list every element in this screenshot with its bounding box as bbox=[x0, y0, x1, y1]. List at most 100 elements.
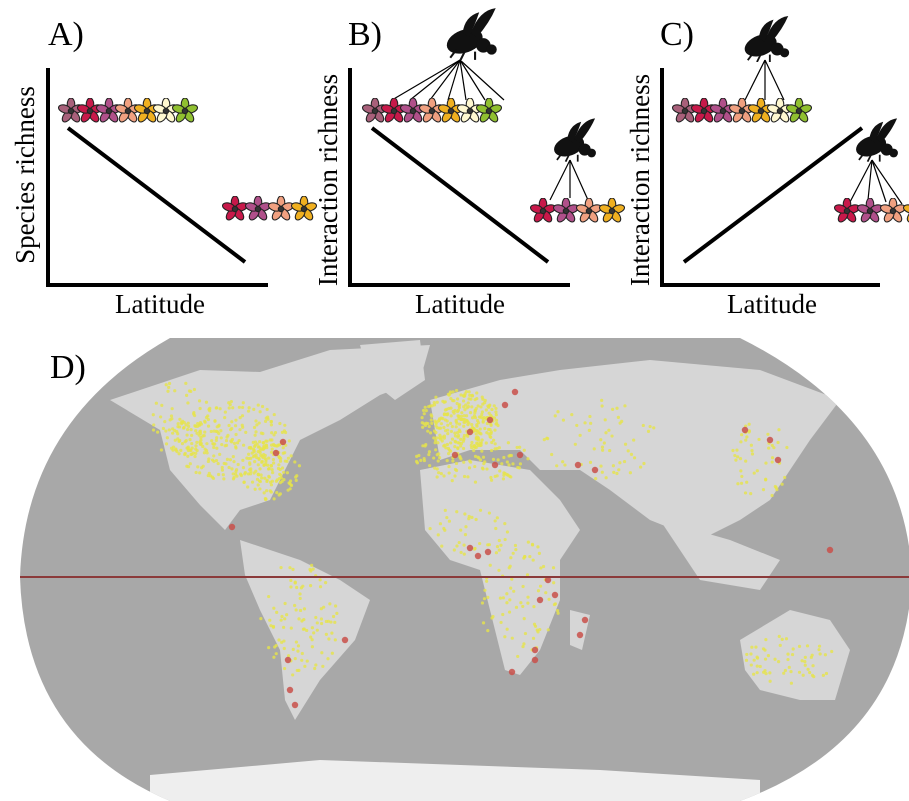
occurrence-dot bbox=[444, 509, 447, 512]
occurrence-dot bbox=[238, 428, 241, 431]
occurrence-dot bbox=[456, 431, 459, 434]
occurrence-dot bbox=[270, 451, 273, 454]
site-dot bbox=[742, 427, 748, 433]
occurrence-dot bbox=[226, 458, 229, 461]
occurrence-dot bbox=[601, 446, 604, 449]
occurrence-dot bbox=[463, 512, 466, 515]
occurrence-dot bbox=[271, 471, 274, 474]
site-dot bbox=[492, 462, 498, 468]
occurrence-dot bbox=[497, 569, 500, 572]
occurrence-dot bbox=[272, 458, 275, 461]
occurrence-dot bbox=[830, 650, 833, 653]
occurrence-dot bbox=[297, 617, 300, 620]
occurrence-dot bbox=[489, 564, 492, 567]
flower-icon bbox=[267, 196, 294, 222]
occurrence-dot bbox=[504, 538, 507, 541]
occurrence-dot bbox=[467, 421, 470, 424]
occurrence-dot bbox=[470, 444, 473, 447]
occurrence-dot bbox=[321, 665, 324, 668]
occurrence-dot bbox=[451, 425, 454, 428]
site-dot bbox=[512, 389, 518, 395]
occurrence-dot bbox=[450, 430, 453, 433]
occurrence-dot bbox=[600, 399, 603, 402]
occurrence-dot bbox=[259, 617, 262, 620]
occurrence-dot bbox=[435, 436, 438, 439]
flower-icon bbox=[598, 198, 625, 224]
occurrence-dot bbox=[482, 456, 485, 459]
occurrence-dot bbox=[777, 428, 780, 431]
occurrence-dot bbox=[316, 621, 319, 624]
occurrence-dot bbox=[211, 458, 214, 461]
occurrence-dot bbox=[320, 622, 323, 625]
panel-label: C) bbox=[660, 16, 694, 53]
occurrence-dot bbox=[217, 462, 220, 465]
occurrence-dot bbox=[439, 522, 442, 525]
occurrence-dot bbox=[239, 473, 242, 476]
occurrence-dot bbox=[266, 408, 269, 411]
occurrence-dot bbox=[481, 398, 484, 401]
occurrence-dot bbox=[319, 578, 322, 581]
occurrence-dot bbox=[498, 549, 501, 552]
occurrence-dot bbox=[243, 472, 246, 475]
occurrence-dot bbox=[177, 440, 180, 443]
occurrence-dot bbox=[281, 466, 284, 469]
occurrence-dot bbox=[255, 423, 258, 426]
occurrence-dot bbox=[328, 602, 331, 605]
occurrence-dot bbox=[599, 438, 602, 441]
occurrence-dot bbox=[788, 666, 791, 669]
occurrence-dot bbox=[423, 459, 426, 462]
occurrence-dot bbox=[185, 433, 188, 436]
occurrence-dot bbox=[521, 585, 524, 588]
occurrence-dot bbox=[537, 589, 540, 592]
occurrence-dot bbox=[217, 432, 220, 435]
occurrence-dot bbox=[615, 472, 618, 475]
occurrence-dot bbox=[766, 433, 769, 436]
occurrence-dot bbox=[262, 445, 265, 448]
occurrence-dot bbox=[300, 659, 303, 662]
occurrence-dot bbox=[479, 405, 482, 408]
occurrence-dot bbox=[496, 545, 499, 548]
occurrence-dot bbox=[311, 645, 314, 648]
occurrence-dot bbox=[196, 465, 199, 468]
occurrence-dot bbox=[166, 436, 169, 439]
occurrence-dot bbox=[258, 479, 261, 482]
occurrence-dot bbox=[189, 428, 192, 431]
occurrence-dot bbox=[460, 551, 463, 554]
occurrence-dot bbox=[483, 597, 486, 600]
occurrence-dot bbox=[575, 424, 578, 427]
occurrence-dot bbox=[283, 647, 286, 650]
occurrence-dot bbox=[532, 605, 535, 608]
occurrence-dot bbox=[295, 608, 298, 611]
occurrence-dot bbox=[532, 637, 535, 640]
occurrence-dot bbox=[769, 680, 772, 683]
site-dot bbox=[767, 437, 773, 443]
occurrence-dot bbox=[523, 617, 526, 620]
occurrence-dot bbox=[176, 425, 179, 428]
occurrence-dot bbox=[460, 442, 463, 445]
occurrence-dot bbox=[508, 598, 511, 601]
occurrence-dot bbox=[495, 413, 498, 416]
occurrence-dot bbox=[603, 441, 606, 444]
occurrence-dot bbox=[259, 410, 262, 413]
occurrence-dot bbox=[499, 621, 502, 624]
occurrence-dot bbox=[515, 606, 518, 609]
occurrence-dot bbox=[242, 444, 245, 447]
occurrence-dot bbox=[252, 455, 255, 458]
occurrence-dot bbox=[546, 437, 549, 440]
occurrence-dot bbox=[191, 446, 194, 449]
occurrence-dot bbox=[506, 460, 509, 463]
occurrence-dot bbox=[463, 475, 466, 478]
occurrence-dot bbox=[467, 401, 470, 404]
occurrence-dot bbox=[172, 446, 175, 449]
occurrence-dot bbox=[808, 671, 811, 674]
occurrence-dot bbox=[284, 431, 287, 434]
occurrence-dot bbox=[556, 609, 559, 612]
occurrence-dot bbox=[205, 401, 208, 404]
occurrence-dot bbox=[493, 404, 496, 407]
occurrence-dot bbox=[610, 434, 613, 437]
occurrence-dot bbox=[335, 612, 338, 615]
occurrence-dot bbox=[428, 450, 431, 453]
occurrence-dot bbox=[547, 628, 550, 631]
occurrence-dot bbox=[219, 407, 222, 410]
occurrence-dot bbox=[455, 510, 458, 513]
